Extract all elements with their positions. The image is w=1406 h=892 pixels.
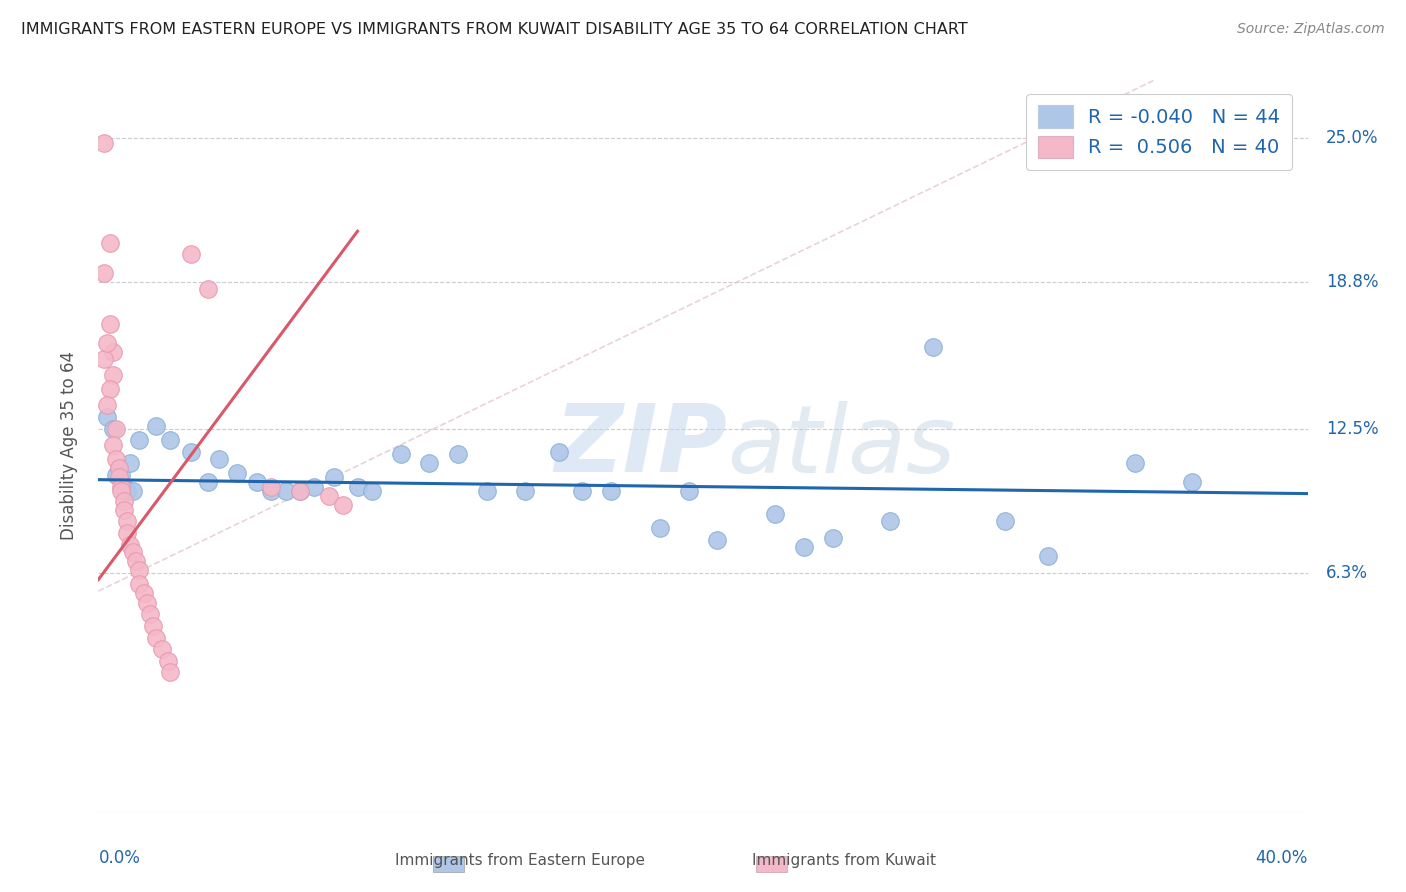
Point — [145, 419, 167, 434]
Point — [98, 235, 121, 250]
Point — [125, 554, 148, 568]
Point — [197, 475, 219, 489]
Point — [548, 445, 571, 459]
Point — [288, 484, 311, 499]
Y-axis label: Disability Age 35 to 64: Disability Age 35 to 64 — [59, 351, 77, 541]
Legend: R = -0.040   N = 44, R =  0.506   N = 40: R = -0.040 N = 44, R = 0.506 N = 40 — [1026, 94, 1292, 169]
Point — [821, 531, 844, 545]
Point — [128, 433, 150, 447]
Point — [260, 480, 283, 494]
Point — [159, 433, 181, 447]
Text: 12.5%: 12.5% — [1326, 419, 1378, 438]
Point — [793, 540, 815, 554]
Point — [139, 607, 162, 622]
Point — [110, 480, 132, 494]
Text: 18.8%: 18.8% — [1326, 273, 1378, 292]
Text: 25.0%: 25.0% — [1326, 129, 1378, 147]
Text: ZIP: ZIP — [554, 400, 727, 492]
Point — [706, 533, 728, 547]
Point — [513, 484, 536, 499]
Point — [208, 451, 231, 466]
Text: 0.0%: 0.0% — [98, 849, 141, 867]
Point — [648, 521, 671, 535]
Point — [763, 508, 786, 522]
Point — [475, 484, 498, 499]
Point — [678, 484, 700, 499]
Point — [110, 468, 132, 483]
Point — [994, 515, 1017, 529]
Point — [922, 340, 945, 354]
Point — [197, 282, 219, 296]
Point — [180, 445, 202, 459]
Point — [104, 421, 127, 435]
Point — [115, 515, 138, 529]
Point — [134, 586, 156, 600]
Point — [93, 266, 115, 280]
Point — [115, 526, 138, 541]
Point — [110, 484, 132, 499]
Point — [156, 654, 179, 668]
Point — [115, 484, 138, 499]
Point — [101, 421, 124, 435]
Point — [96, 409, 118, 424]
Text: 6.3%: 6.3% — [1326, 564, 1368, 582]
Point — [122, 484, 145, 499]
Point — [107, 470, 129, 484]
Point — [346, 480, 368, 494]
Point — [101, 345, 124, 359]
Point — [128, 577, 150, 591]
Point — [101, 368, 124, 383]
Point — [93, 136, 115, 150]
Text: 40.0%: 40.0% — [1256, 849, 1308, 867]
Point — [107, 461, 129, 475]
Point — [142, 619, 165, 633]
Point — [112, 480, 135, 494]
Point — [304, 480, 326, 494]
Point — [120, 457, 142, 471]
Point — [1038, 549, 1060, 564]
Point — [323, 470, 346, 484]
Point — [599, 484, 621, 499]
Point — [107, 461, 129, 475]
Point — [288, 484, 311, 499]
Point — [180, 247, 202, 261]
Point — [447, 447, 470, 461]
Point — [318, 489, 340, 503]
Point — [145, 631, 167, 645]
Point — [96, 398, 118, 412]
Point — [274, 484, 297, 499]
Text: Source: ZipAtlas.com: Source: ZipAtlas.com — [1237, 22, 1385, 37]
Point — [332, 498, 354, 512]
Point — [104, 468, 127, 483]
Text: IMMIGRANTS FROM EASTERN EUROPE VS IMMIGRANTS FROM KUWAIT DISABILITY AGE 35 TO 64: IMMIGRANTS FROM EASTERN EUROPE VS IMMIGR… — [21, 22, 967, 37]
Point — [136, 596, 159, 610]
Text: atlas: atlas — [727, 401, 956, 491]
Text: Immigrants from Eastern Europe: Immigrants from Eastern Europe — [395, 854, 645, 868]
Point — [150, 642, 173, 657]
Point — [112, 493, 135, 508]
Point — [1181, 475, 1204, 489]
Point — [260, 484, 283, 499]
Point — [101, 438, 124, 452]
Point — [225, 466, 247, 480]
Point — [98, 382, 121, 396]
Point — [112, 503, 135, 517]
Point — [1123, 457, 1146, 471]
Point — [96, 335, 118, 350]
Point — [98, 317, 121, 331]
Point — [104, 451, 127, 466]
Point — [128, 563, 150, 577]
Point — [122, 544, 145, 558]
Text: Immigrants from Kuwait: Immigrants from Kuwait — [752, 854, 935, 868]
Point — [879, 515, 901, 529]
Point — [93, 351, 115, 366]
Point — [418, 457, 440, 471]
Point — [389, 447, 412, 461]
Point — [159, 665, 181, 680]
Point — [361, 484, 384, 499]
Point — [120, 538, 142, 552]
Point — [246, 475, 269, 489]
Point — [571, 484, 593, 499]
